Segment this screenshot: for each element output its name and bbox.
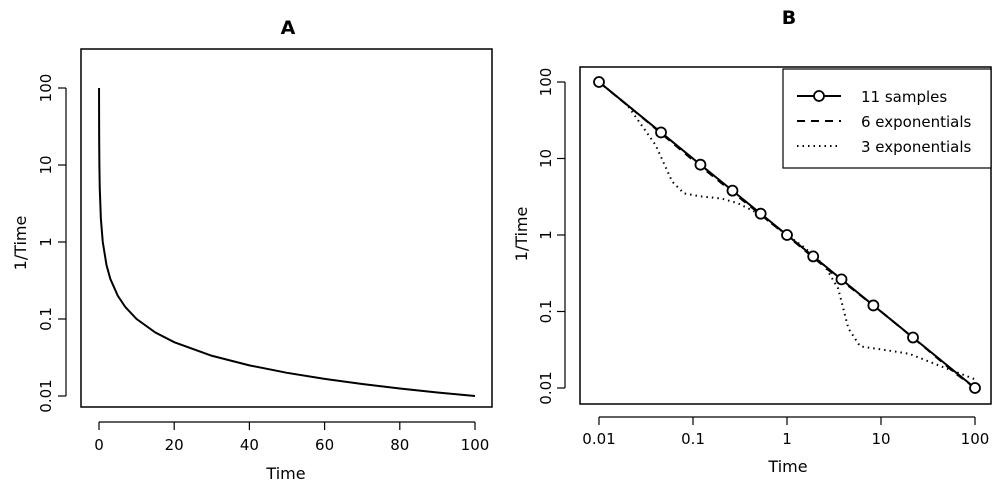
legend-entry-3-exponentials: 3 exponentials bbox=[797, 138, 972, 156]
panel-b-x-axis: 0.01 0.1 1 10 100 bbox=[582, 416, 990, 448]
legend-label: 6 exponentials bbox=[861, 113, 972, 131]
panel-a-series-group bbox=[98, 87, 476, 397]
x-tick-label: 40 bbox=[240, 436, 259, 454]
sample-point-marker bbox=[655, 126, 667, 139]
sample-point-marker bbox=[867, 299, 880, 312]
sample-point-marker bbox=[754, 207, 767, 220]
legend-label: 3 exponentials bbox=[861, 138, 972, 156]
panel-b-plot-frame bbox=[579, 66, 992, 405]
sample-point-marker bbox=[593, 76, 605, 88]
y-tick-label: 100 bbox=[537, 68, 555, 97]
panel-a-plot-frame bbox=[80, 48, 493, 408]
panel-a-title: A bbox=[281, 17, 296, 39]
y-tick-label: 0.1 bbox=[537, 300, 555, 324]
x-tick-label: 0 bbox=[94, 436, 104, 454]
y-tick-label: 0.1 bbox=[37, 307, 55, 331]
sample-point-marker bbox=[907, 331, 919, 344]
panel-b-title: B bbox=[782, 7, 796, 29]
panel-a-x-axis: 0 20 40 60 80 100 bbox=[94, 421, 490, 454]
x-tick-label: 20 bbox=[165, 436, 184, 454]
sample-point-marker bbox=[969, 382, 981, 394]
y-tick-label: 10 bbox=[37, 155, 55, 174]
y-tick-label: 0.01 bbox=[537, 371, 555, 404]
panel-b-y-axis: 0.01 0.1 1 10 100 bbox=[537, 68, 566, 405]
x-tick-label: 100 bbox=[961, 430, 990, 448]
x-tick-label: 0.1 bbox=[681, 430, 705, 448]
sample-point-marker bbox=[835, 273, 848, 286]
x-tick-label: 100 bbox=[461, 436, 490, 454]
series-line-inverse-time bbox=[98, 87, 476, 397]
sample-point-marker bbox=[694, 158, 707, 171]
y-tick-label: 1 bbox=[537, 230, 555, 240]
legend-box bbox=[782, 68, 992, 169]
panel-a: A 0 20 40 60 80 100 0.01 0.1 1 10 100 Time 1/Time bbox=[11, 17, 493, 483]
legend-entry-6-exponentials: 6 exponentials bbox=[797, 113, 972, 131]
panel-b-x-axis-title: Time bbox=[767, 457, 807, 476]
panel-b-series-group bbox=[593, 76, 981, 394]
y-tick-label: 10 bbox=[537, 149, 555, 168]
panel-a-x-axis-title: Time bbox=[265, 464, 305, 483]
x-tick-label: 0.01 bbox=[582, 430, 615, 448]
panel-a-y-axis: 0.01 0.1 1 10 100 bbox=[37, 74, 67, 413]
panel-b-legend: 11 samples 6 exponentials 3 exponentials bbox=[782, 68, 992, 169]
panel-b: B 0.01 0.1 1 10 100 0.01 0.1 1 10 100 Time 1/Tim… bbox=[512, 7, 992, 476]
legend-entry-11-samples: 11 samples bbox=[797, 88, 947, 106]
legend-label: 11 samples bbox=[861, 88, 947, 106]
x-tick-label: 80 bbox=[390, 436, 409, 454]
panel-a-y-axis-title: 1/Time bbox=[11, 216, 30, 271]
panel-b-y-axis-title: 1/Time bbox=[512, 207, 531, 262]
x-tick-label: 60 bbox=[315, 436, 334, 454]
sample-point-marker bbox=[726, 184, 739, 197]
sample-point-marker bbox=[781, 229, 793, 241]
legend-circle-marker bbox=[813, 90, 825, 102]
y-tick-label: 1 bbox=[37, 237, 55, 247]
y-tick-label: 100 bbox=[37, 74, 55, 103]
y-tick-label: 0.01 bbox=[37, 379, 55, 412]
sample-point-marker bbox=[807, 250, 820, 263]
x-tick-label: 1 bbox=[782, 430, 792, 448]
x-tick-label: 10 bbox=[871, 430, 890, 448]
